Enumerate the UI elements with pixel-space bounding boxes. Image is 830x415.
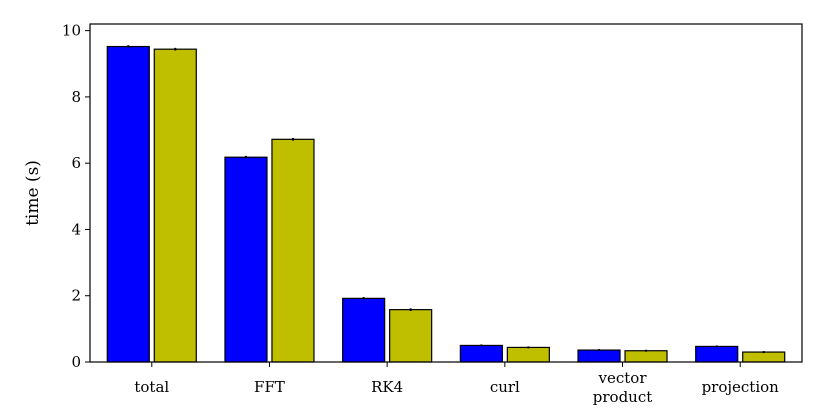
y-tick-label: 4 [71,220,81,238]
y-tick-label: 10 [62,22,81,40]
bar-series2-3 [506,346,550,363]
x-tick-label: vector [598,369,648,387]
bar-series1-1 [224,156,268,363]
y-axis-label: time (s) [23,160,43,226]
y-tick-label: 0 [71,353,81,371]
plot-frame [89,23,803,363]
bar-series1-4 [577,349,621,363]
y-tick-label: 8 [71,88,81,106]
bar-series2-1 [271,138,315,363]
bars-group [106,45,786,363]
bar-series1-3 [459,344,503,363]
x-tick-label: product [593,388,653,406]
error-bars-group [127,45,765,354]
bar-series2-0 [153,48,197,363]
x-tick-label: RK4 [371,378,403,396]
y-axis-ticks: 0 2 4 6 8 10 [62,22,90,371]
bar-series1-0 [106,45,150,363]
x-tick-label: total [134,378,169,396]
bar-series1-5 [695,345,739,363]
bar-series2-2 [389,309,433,363]
x-tick-label: projection [702,378,780,396]
x-tick-label: curl [490,378,520,396]
y-tick-label: 6 [71,154,81,172]
bar-series2-5 [742,351,786,363]
y-tick-label: 2 [71,287,81,305]
bar-series2-4 [624,350,668,363]
x-tick-label: FFT [254,378,285,396]
bar-series1-2 [342,297,386,363]
